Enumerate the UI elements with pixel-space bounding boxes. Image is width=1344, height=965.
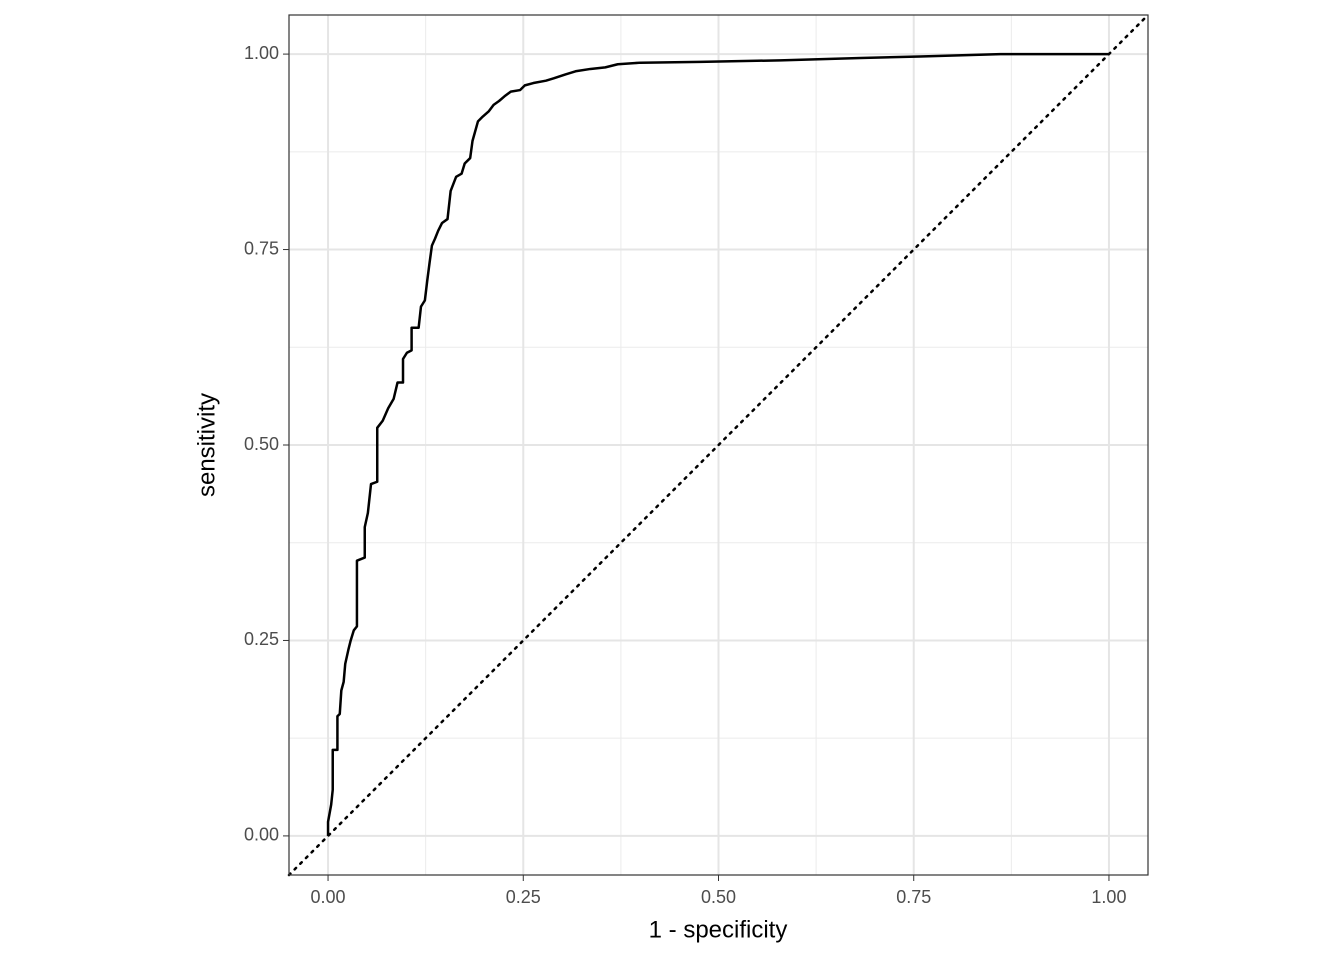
roc-curve [326, 52, 1109, 836]
y-tick-label: 0.50 [244, 434, 279, 454]
y-tick-label: 1.00 [244, 43, 279, 63]
x-tick-label: 0.00 [311, 887, 346, 907]
x-axis-title: 1 - specificity [649, 916, 788, 943]
y-tick-label: 0.25 [244, 629, 279, 649]
reference-line [287, 13, 1150, 877]
x-tick-label: 1.00 [1091, 887, 1126, 907]
x-tick-label: 0.75 [896, 887, 931, 907]
y-tick-label: 0.75 [244, 238, 279, 258]
panel-border [288, 14, 1149, 876]
y-tick-label: 0.00 [244, 825, 279, 845]
x-tick-label: 0.25 [506, 887, 541, 907]
y-axis-title: sensitivity [193, 393, 220, 497]
x-tick-label: 0.50 [701, 887, 736, 907]
